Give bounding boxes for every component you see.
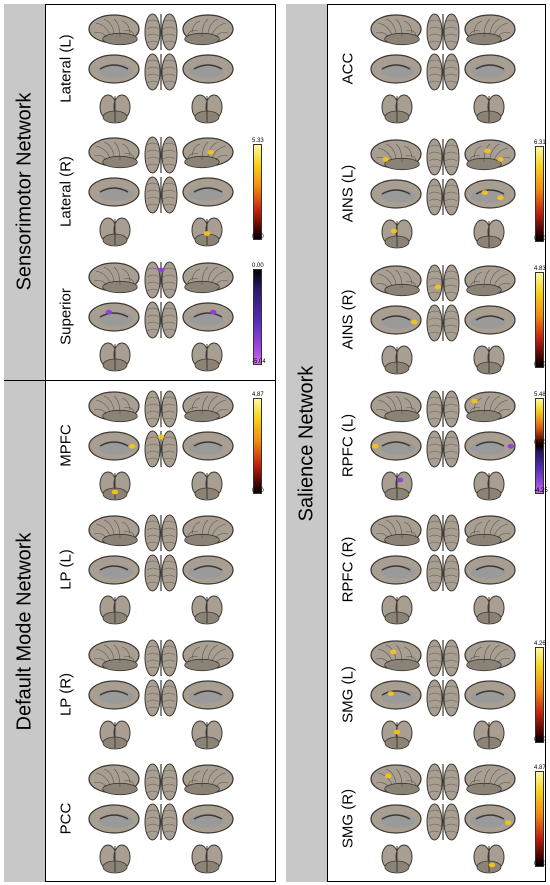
colorbar-tick-max: 6.31 (534, 140, 546, 146)
colorbar-gradient (535, 398, 544, 494)
brain-views (88, 13, 234, 124)
activation-blob (471, 398, 478, 404)
row-label: AINS (L) (339, 164, 357, 223)
row-label: Superior (57, 288, 75, 345)
activation-blob (390, 228, 398, 234)
activation-blob (396, 477, 404, 483)
colorbar-tick-min: 0.00 (534, 737, 546, 743)
colorbar-tick-max: 0.00 (252, 263, 264, 269)
colorbar-tick-min: 0.00 (534, 236, 546, 242)
colorbar-tick-max: 4.83 (534, 266, 546, 272)
colorbar-gradient (535, 272, 544, 368)
colorbar-gradient (253, 398, 262, 494)
section-band-sensorimotor (4, 4, 46, 380)
activation-blob (129, 443, 136, 449)
colorbar-tick-min: 0.00 (534, 362, 546, 368)
activation-blob (111, 489, 119, 495)
colorbar-tick-min: 0.00 (252, 234, 264, 240)
activation-blob (434, 284, 442, 290)
row-label: LP (R) (57, 672, 75, 717)
activation-blob (393, 729, 401, 735)
section-title-salience: Salience Network (295, 365, 318, 522)
brain-views (88, 261, 234, 372)
row-label: PCC (57, 802, 75, 835)
activation-blob (387, 691, 394, 696)
brain-views (88, 136, 234, 247)
activation-blob (488, 862, 496, 868)
activation-blob (203, 231, 211, 236)
brain-views (370, 138, 516, 249)
colorbar-tick-mid: 0.00 (534, 440, 546, 446)
brain-views (88, 514, 234, 625)
activation-blob (385, 773, 392, 779)
activation-blob (507, 443, 514, 449)
row-label: ACC (339, 52, 357, 85)
activation-blob (497, 157, 504, 162)
section-band-salience (286, 4, 328, 882)
colorbar-tick-min: -5.04 (252, 359, 266, 365)
activation-blob (411, 319, 418, 325)
activation-blob (157, 434, 165, 440)
row-label: RPFC (R) (339, 536, 357, 603)
colorbar-gradient (253, 269, 262, 365)
colorbar-tick-max: 4.87 (534, 765, 546, 771)
activation-blob (105, 309, 112, 315)
brain-views (370, 514, 516, 625)
colorbar-tick-max: 4.87 (252, 392, 264, 398)
activation-blob (210, 309, 217, 315)
row-label: RPFC (L) (339, 413, 357, 478)
brain-views (370, 763, 516, 874)
colorbar-tick-max: 5.33 (252, 138, 264, 144)
activation-blob (382, 157, 389, 162)
brain-views (370, 264, 516, 375)
activation-blob (207, 149, 214, 155)
colorbar-tick-max: 4.26 (534, 641, 546, 647)
activation-blob (157, 267, 165, 273)
brain-views (370, 13, 516, 124)
brain-views (88, 639, 234, 750)
colorbar-tick-max: 5.48 (534, 392, 546, 398)
brain-views (370, 639, 516, 750)
activation-blob (505, 820, 512, 826)
section-title-default-mode: Default Mode Network (13, 532, 36, 731)
brain-views (370, 390, 516, 501)
row-label: AINS (R) (339, 289, 357, 350)
activation-blob (481, 190, 488, 195)
colorbar-tick-min: 0.00 (252, 488, 264, 494)
activation-blob (497, 195, 504, 201)
section-title-sensorimotor: Sensorimotor Network (13, 92, 36, 291)
brain-views (88, 763, 234, 874)
activation-blob (484, 148, 491, 154)
colorbar-gradient (535, 647, 544, 743)
colorbar-tick-min: -4.25 (534, 488, 548, 494)
brain-views (88, 390, 234, 501)
row-label: Lateral (L) (57, 34, 75, 103)
row-label: MPFC (57, 424, 75, 467)
section-divider (4, 380, 276, 381)
colorbar-gradient (535, 771, 544, 867)
activation-blob (372, 443, 379, 449)
row-label: SMG (R) (339, 788, 357, 849)
colorbar-gradient (253, 144, 262, 240)
row-label: Lateral (R) (57, 156, 75, 227)
colorbar-gradient (535, 146, 544, 242)
row-label: LP (L) (57, 549, 75, 590)
row-label: SMG (L) (339, 666, 357, 723)
colorbar-tick-min: 0.00 (534, 861, 546, 867)
activation-blob (390, 649, 397, 655)
section-band-default-mode (4, 380, 46, 882)
